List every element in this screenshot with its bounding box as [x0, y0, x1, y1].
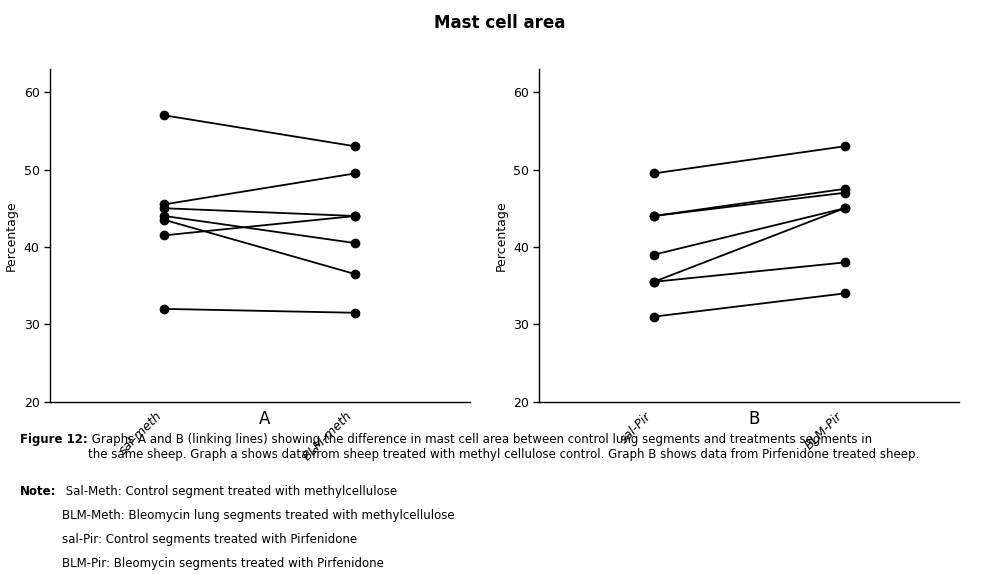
Text: Graphs A and B (linking lines) showing the difference in mast cell area between : Graphs A and B (linking lines) showing t… [88, 433, 919, 461]
Y-axis label: Percentage: Percentage [495, 200, 507, 271]
Text: BLM-Pir: Bleomycin segments treated with Pirfenidone: BLM-Pir: Bleomycin segments treated with… [62, 557, 384, 571]
Text: BLM-Meth: Bleomycin lung segments treated with methylcellulose: BLM-Meth: Bleomycin lung segments treate… [62, 509, 455, 522]
Text: Note:: Note: [20, 485, 57, 498]
Text: sal-Pir: Control segments treated with Pirfenidone: sal-Pir: Control segments treated with P… [62, 533, 357, 546]
Text: A: A [259, 410, 271, 428]
Text: Mast cell area: Mast cell area [434, 14, 565, 32]
Text: Sal-Meth: Control segment treated with methylcellulose: Sal-Meth: Control segment treated with m… [62, 485, 397, 498]
Text: B: B [748, 410, 760, 428]
Y-axis label: Percentage: Percentage [5, 200, 18, 271]
Text: Figure 12:: Figure 12: [20, 433, 88, 447]
